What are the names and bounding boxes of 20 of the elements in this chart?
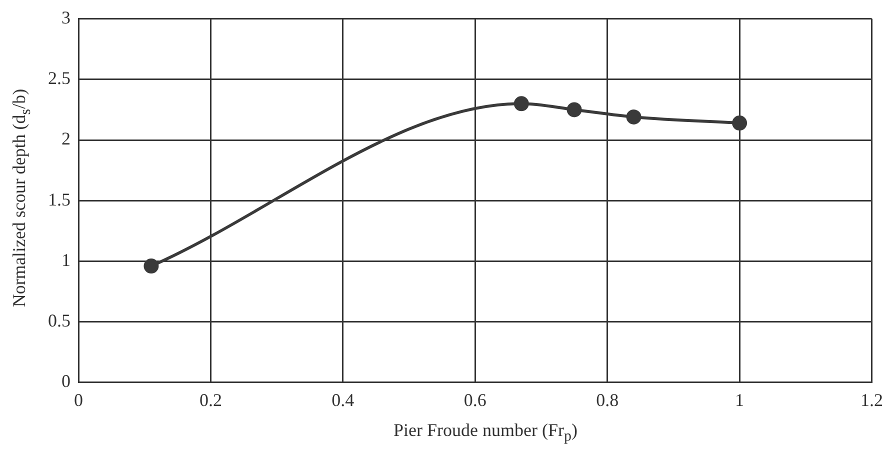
y-tick-label: 3 <box>62 8 70 28</box>
point <box>144 258 159 274</box>
y-tick-label: 0 <box>62 371 70 392</box>
y-tick-label: 2.5 <box>48 68 70 88</box>
y-tick-label: 1 <box>62 250 70 270</box>
point <box>732 116 748 131</box>
y-tick-label: 0.5 <box>48 310 70 331</box>
point <box>626 109 642 124</box>
x-tick-label: 0.2 <box>199 390 222 410</box>
y-tick-label: 1.5 <box>48 189 70 210</box>
x-tick-label: 1 <box>735 390 744 410</box>
x-tick-label: 0.8 <box>596 390 619 410</box>
point <box>566 102 582 118</box>
x-axis-title: Pier Froude number (Fr$_{p}$) <box>392 420 578 446</box>
x-tick-label: 0.6 <box>464 390 486 410</box>
y-tick-label: 2 <box>62 128 70 149</box>
point <box>514 96 529 112</box>
x-tick-label: 0.4 <box>332 390 354 410</box>
x-tick-label: 1.2 <box>860 390 883 410</box>
x-tick-label: 0 <box>74 390 83 410</box>
